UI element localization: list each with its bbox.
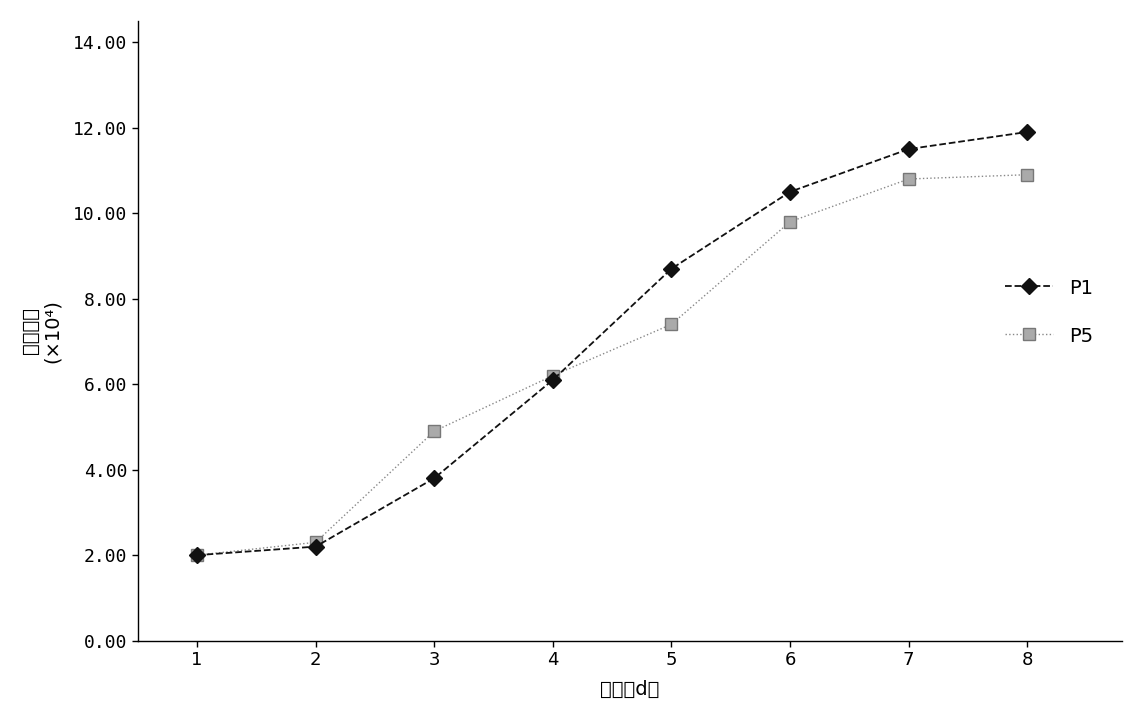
P1 [309, 542, 322, 551]
P5 [309, 538, 322, 546]
P5 [1021, 171, 1034, 179]
P1 [902, 145, 916, 153]
P1 [783, 187, 797, 196]
P5 [546, 372, 560, 380]
P1 [427, 474, 441, 482]
P1 [190, 551, 203, 559]
Y-axis label: 细胞计数
(×10⁴): 细胞计数 (×10⁴) [21, 299, 62, 363]
P5 [427, 427, 441, 436]
P1 [1021, 127, 1034, 136]
Line: P1: P1 [192, 127, 1033, 561]
P1 [664, 264, 678, 273]
P1 [546, 376, 560, 384]
Legend: P1, P5: P1, P5 [994, 269, 1103, 356]
P5 [190, 551, 203, 559]
P5 [783, 217, 797, 226]
Line: P5: P5 [191, 168, 1033, 562]
X-axis label: 天数（d）: 天数（d） [600, 680, 660, 699]
P5 [902, 175, 916, 184]
P5 [664, 320, 678, 328]
